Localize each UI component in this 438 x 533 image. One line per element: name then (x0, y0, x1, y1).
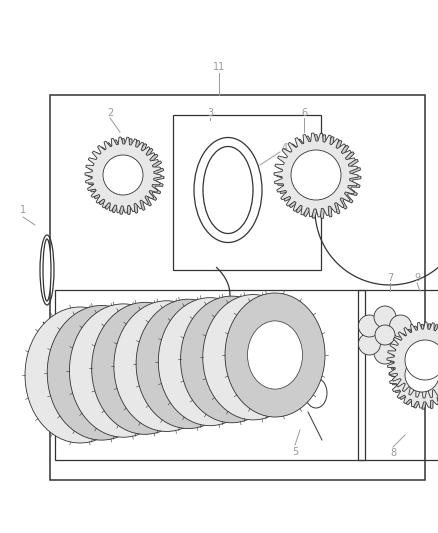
Circle shape (106, 157, 146, 197)
Text: 6: 6 (301, 108, 307, 118)
Ellipse shape (92, 302, 198, 434)
Circle shape (405, 358, 438, 392)
Ellipse shape (374, 342, 396, 364)
Polygon shape (88, 139, 164, 214)
Ellipse shape (247, 321, 303, 389)
Ellipse shape (203, 295, 304, 420)
Ellipse shape (358, 333, 381, 355)
Ellipse shape (374, 306, 396, 328)
Text: 9: 9 (414, 273, 420, 283)
Ellipse shape (159, 328, 217, 399)
Ellipse shape (138, 330, 196, 402)
Polygon shape (85, 137, 161, 213)
Ellipse shape (182, 327, 238, 397)
Ellipse shape (226, 323, 281, 392)
Ellipse shape (158, 297, 261, 426)
Ellipse shape (389, 315, 412, 337)
Ellipse shape (25, 307, 135, 443)
Polygon shape (391, 324, 438, 400)
Polygon shape (277, 134, 361, 219)
Ellipse shape (72, 336, 131, 410)
Ellipse shape (180, 296, 283, 423)
Polygon shape (389, 342, 438, 408)
Bar (358, 290, 438, 460)
Text: 5: 5 (292, 447, 298, 457)
Text: 1: 1 (20, 205, 26, 215)
Text: 2: 2 (107, 108, 113, 118)
Circle shape (375, 325, 395, 345)
Text: 8: 8 (390, 448, 396, 458)
Ellipse shape (136, 299, 240, 429)
Circle shape (409, 342, 438, 382)
Circle shape (103, 155, 143, 195)
Ellipse shape (203, 147, 253, 233)
Circle shape (294, 151, 344, 201)
Circle shape (407, 359, 438, 393)
Circle shape (291, 150, 341, 200)
Bar (173, 115, 321, 270)
Text: 4: 4 (282, 143, 288, 153)
Ellipse shape (204, 325, 260, 394)
Ellipse shape (114, 301, 219, 431)
Ellipse shape (70, 304, 177, 437)
Polygon shape (387, 322, 438, 398)
Ellipse shape (389, 333, 412, 355)
Ellipse shape (47, 305, 156, 440)
Ellipse shape (358, 315, 381, 337)
Polygon shape (392, 343, 438, 409)
Text: 7: 7 (387, 273, 393, 283)
Ellipse shape (94, 334, 153, 407)
Text: 3: 3 (207, 108, 213, 118)
Ellipse shape (225, 293, 325, 417)
Bar (50, 95, 425, 480)
Bar (55, 290, 365, 460)
Ellipse shape (116, 332, 174, 405)
Ellipse shape (50, 337, 110, 413)
Text: 11: 11 (213, 62, 225, 72)
Circle shape (405, 340, 438, 380)
Polygon shape (274, 133, 358, 217)
Ellipse shape (43, 239, 51, 301)
